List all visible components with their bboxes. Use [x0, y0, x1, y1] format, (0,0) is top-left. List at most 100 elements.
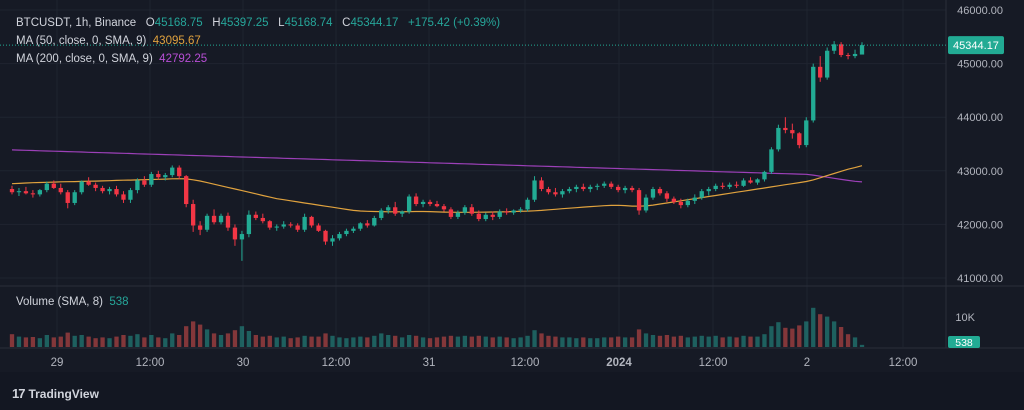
- candle: [511, 209, 516, 215]
- candle-body: [574, 186, 579, 190]
- candle: [344, 228, 349, 237]
- volume-bar: [288, 338, 293, 347]
- volume-bar: [769, 326, 774, 347]
- candle-body: [177, 167, 182, 177]
- candle: [615, 184, 621, 193]
- candle-body: [386, 207, 391, 211]
- candle: [448, 207, 454, 220]
- candle-body: [776, 127, 781, 150]
- candle-body: [588, 186, 593, 190]
- volume-bar: [859, 344, 865, 347]
- candle-body: [762, 171, 767, 180]
- candle: [135, 178, 140, 194]
- volume-bar: [72, 335, 77, 347]
- volume-bar: [406, 335, 412, 347]
- candle-body: [462, 207, 468, 213]
- time-tick-label: 2: [804, 357, 810, 369]
- volume-bar: [720, 337, 725, 347]
- candle: [699, 189, 704, 200]
- volume-bar: [678, 335, 684, 347]
- candle: [636, 187, 642, 215]
- volume-bar: [427, 338, 433, 347]
- candle-body: [678, 201, 684, 206]
- candle: [413, 193, 419, 207]
- last-price-label: 45344.17: [953, 40, 999, 52]
- volume-bar: [692, 336, 697, 347]
- candle-body: [309, 216, 314, 226]
- candle: [316, 223, 321, 232]
- volume-bar: [804, 321, 809, 347]
- volume-legend[interactable]: Volume (SMA, 8) 538: [16, 296, 129, 308]
- volume-bar: [211, 333, 217, 347]
- volume-bar: [184, 326, 189, 347]
- candle: [685, 198, 690, 208]
- volume-bar: [156, 337, 161, 347]
- candle: [16, 187, 22, 196]
- candle: [609, 181, 614, 190]
- candle: [142, 176, 147, 187]
- price-tick-label: 45000.00: [957, 59, 1003, 71]
- candle: [427, 199, 433, 207]
- candle: [790, 123, 795, 139]
- volume-bar: [609, 337, 614, 347]
- ma200-legend[interactable]: MA (200, close, 0, SMA, 9) 42792.25: [16, 53, 207, 65]
- candle: [720, 182, 725, 190]
- candle: [274, 224, 279, 231]
- candle-body: [497, 211, 502, 217]
- volume-bar: [246, 331, 252, 347]
- volume-bar: [741, 335, 746, 347]
- volume-bar: [149, 335, 154, 347]
- volume-bar: [128, 335, 133, 347]
- candle-body: [804, 120, 809, 146]
- volume-bar: [413, 335, 419, 347]
- volume-bar: [386, 335, 391, 347]
- candle-body: [260, 217, 265, 222]
- high-label: H: [212, 17, 221, 29]
- candle: [128, 187, 133, 203]
- ma50-legend[interactable]: MA (50, close, 0, SMA, 9) 43095.67: [16, 35, 201, 47]
- volume-bar: [190, 321, 196, 347]
- candle: [602, 181, 607, 188]
- candle-body: [539, 180, 544, 190]
- candle-body: [253, 214, 259, 218]
- candle: [476, 210, 481, 222]
- candle-body: [121, 194, 126, 200]
- low-value: 45168.74: [284, 17, 333, 29]
- volume-bar: [825, 316, 830, 347]
- candle: [190, 199, 196, 232]
- candle: [532, 176, 537, 202]
- candle: [776, 124, 781, 152]
- candle-body: [93, 184, 98, 188]
- volume-bar: [274, 337, 279, 347]
- candle: [818, 56, 823, 82]
- candle: [51, 180, 56, 190]
- symbol-label[interactable]: BTCUSDT, 1h, Binance: [16, 17, 137, 29]
- candle-body: [525, 199, 530, 210]
- volume-bar: [281, 336, 286, 347]
- volume-bar: [629, 337, 635, 347]
- candle: [309, 215, 314, 228]
- candle-body: [184, 176, 189, 205]
- candle: [358, 222, 363, 231]
- candle: [323, 229, 328, 245]
- candle: [379, 208, 384, 221]
- candle-body: [490, 214, 495, 217]
- volume-bar: [372, 335, 377, 347]
- candle: [37, 189, 43, 197]
- candle: [664, 191, 670, 202]
- candle-body: [818, 66, 823, 78]
- volume-bar: [664, 335, 670, 347]
- candle-body: [128, 190, 133, 200]
- ma200-label: MA (200, close, 0, SMA, 9): [16, 53, 153, 65]
- last-volume-label: 538: [955, 337, 973, 349]
- volume-bar: [567, 337, 572, 347]
- candle-body: [825, 50, 830, 78]
- candle: [546, 186, 551, 195]
- candle-body: [615, 186, 621, 191]
- volume-bar: [490, 337, 495, 347]
- volume-bar: [100, 337, 105, 347]
- candle-body: [685, 200, 690, 206]
- tradingview-logo[interactable]: 17 TradingView: [12, 386, 99, 401]
- candle-body: [163, 175, 168, 178]
